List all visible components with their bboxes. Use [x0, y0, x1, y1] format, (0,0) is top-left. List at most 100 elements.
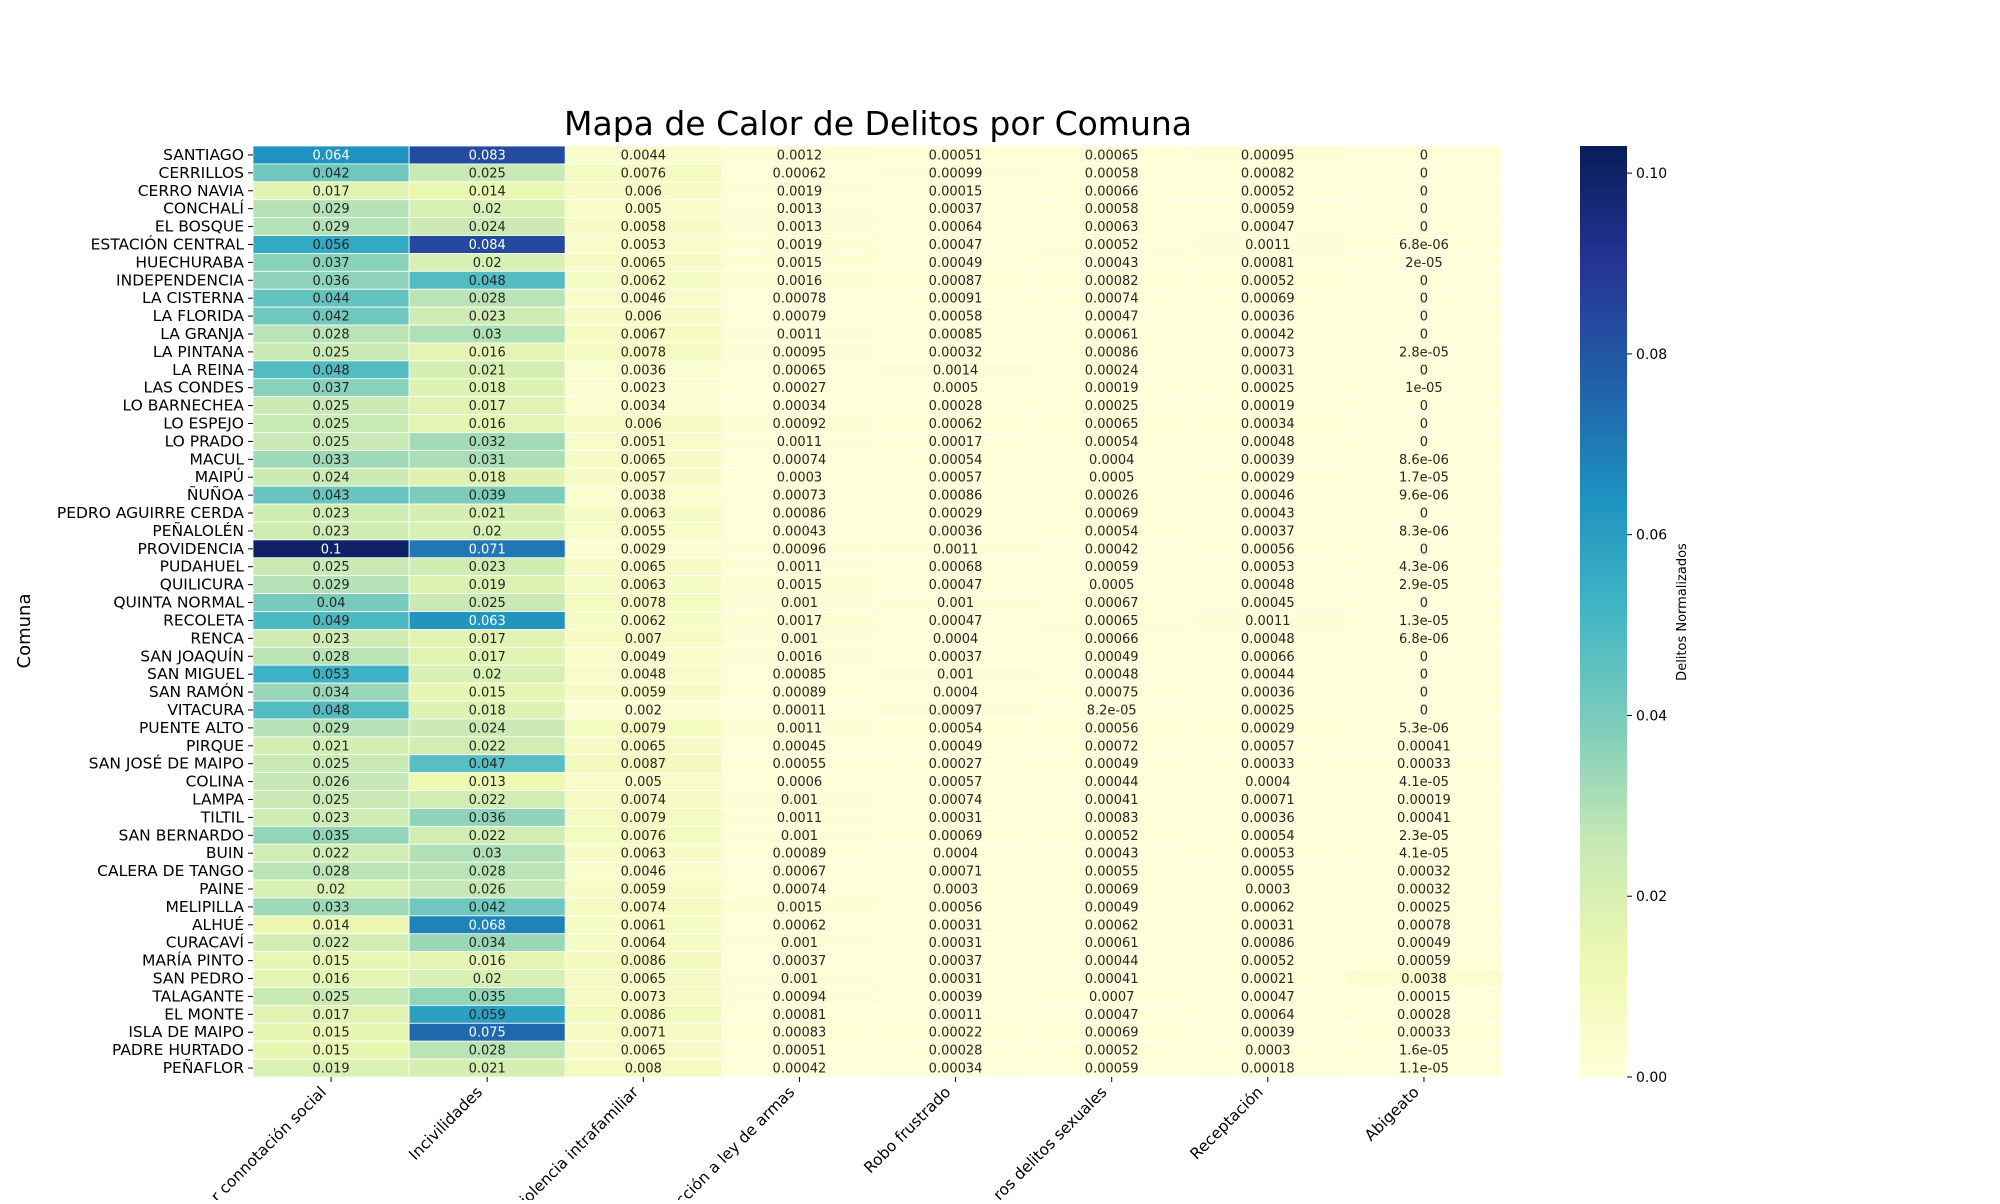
- cell-value-label: 0.023: [312, 507, 349, 522]
- cell-value-label: 0.00052: [1241, 274, 1295, 289]
- cell-value-label: 0.00074: [773, 883, 827, 898]
- cell-value-label: 0.00092: [773, 417, 827, 432]
- row-label: LA PINTANA: [153, 343, 244, 361]
- cell-value-label: 0.001: [937, 596, 974, 611]
- row-label: CONCHALÍ: [163, 199, 244, 218]
- cell-value-label: 0.042: [312, 166, 349, 181]
- cell-value-label: 0.021: [469, 1062, 506, 1077]
- cell-value-label: 0.00057: [929, 775, 983, 790]
- cell-value-label: 0.0038: [1401, 972, 1447, 987]
- cell-value-label: 0.0014: [933, 363, 979, 378]
- row-label: INDEPENDENCIA: [116, 271, 244, 289]
- column-label: cción a ley de armas: [672, 1083, 798, 1200]
- cell-value-label: 0.00044: [1241, 668, 1295, 683]
- cell-value-label: 0.0016: [777, 274, 823, 289]
- cell-value-label: 0.0053: [621, 238, 667, 253]
- cell-value-label: 0.00064: [929, 220, 983, 235]
- cell-value-label: 0.00032: [1397, 865, 1451, 880]
- cell-value-label: 0: [1420, 399, 1428, 414]
- cell-value-label: 0.00039: [1241, 1026, 1295, 1041]
- cell-value-label: 0.00058: [1085, 166, 1139, 181]
- cell-value-label: 0.00058: [929, 310, 983, 325]
- row-label: SANTIAGO: [163, 146, 244, 164]
- cell-value-label: 0.00095: [773, 345, 827, 360]
- cell-value-label: 0.00029: [1241, 471, 1295, 486]
- cell-value-label: 0.0011: [1245, 238, 1291, 253]
- cell-value-label: 0.00059: [1241, 202, 1295, 217]
- cell-value-label: 0: [1420, 435, 1428, 450]
- cell-value-label: 4.3e-06: [1399, 560, 1449, 575]
- cell-value-label: 0: [1420, 327, 1428, 342]
- cell-value-label: 0: [1420, 686, 1428, 701]
- heatmap-cells: [252, 145, 1503, 1078]
- cell-value-label: 0.0011: [777, 721, 823, 736]
- cell-value-label: 0.033: [312, 900, 349, 915]
- cell-value-label: 0.001: [781, 793, 818, 808]
- cell-value-label: 0.0015: [777, 578, 823, 593]
- cell-value-label: 0.02: [473, 256, 502, 271]
- cell-value-label: 0.00036: [1241, 811, 1295, 826]
- cell-value-label: 0.0062: [621, 614, 667, 629]
- row-label: PUENTE ALTO: [139, 719, 244, 737]
- cell-value-label: 0.00027: [929, 757, 983, 772]
- cell-value-label: 0.00025: [1241, 703, 1295, 718]
- row-label: EL BOSQUE: [155, 218, 244, 236]
- cell-value-label: 0.00058: [1085, 202, 1139, 217]
- cell-value-label: 0.00051: [773, 1044, 827, 1059]
- cell-value-label: 0.035: [312, 829, 349, 844]
- cell-value-label: 0.00055: [773, 757, 827, 772]
- cell-value-label: 0.00094: [773, 990, 827, 1005]
- cell-value-label: 0.00049: [929, 256, 983, 271]
- cell-value-label: 0.00075: [1085, 686, 1139, 701]
- cell-value-label: 0.0076: [621, 829, 667, 844]
- cell-value-label: 0.00015: [929, 184, 983, 199]
- cell-value-label: 0: [1420, 166, 1428, 181]
- cell-value-label: 0.083: [469, 148, 506, 163]
- row-label: PAINE: [199, 880, 244, 898]
- cell-value-label: 0.00041: [1397, 739, 1451, 754]
- row-label: MAIPÚ: [195, 467, 244, 486]
- cell-value-label: 0.0011: [777, 435, 823, 450]
- cell-value-label: 0.029: [312, 220, 349, 235]
- cell-value-label: 0.044: [312, 292, 349, 307]
- cell-value-label: 0.015: [312, 1026, 349, 1041]
- cell-value-label: 0.034: [312, 686, 349, 701]
- cell-value-label: 0.023: [312, 524, 349, 539]
- cell-value-label: 0.00037: [929, 954, 983, 969]
- cell-value-label: 0.019: [312, 1062, 349, 1077]
- cell-value-label: 0.00032: [929, 345, 983, 360]
- cell-value-label: 0.0016: [777, 650, 823, 665]
- cell-value-label: 0.02: [473, 202, 502, 217]
- cell-value-label: 6.8e-06: [1399, 632, 1449, 647]
- chart-title: Mapa de Calor de Delitos por Comuna: [564, 104, 1192, 143]
- cell-value-label: 0.025: [312, 435, 349, 450]
- row-label: CURACAVÍ: [166, 933, 245, 952]
- cell-value-label: 0.0074: [621, 793, 667, 808]
- cell-value-label: 0.00085: [773, 668, 827, 683]
- cell-value-label: 0.00025: [1397, 900, 1451, 915]
- cell-value-label: 0.00082: [1241, 166, 1295, 181]
- cell-value-label: 0.1: [321, 542, 342, 557]
- cell-value-label: 0.00059: [1085, 1062, 1139, 1077]
- cell-value-label: 0.00065: [773, 363, 827, 378]
- cell-value-label: 0.00042: [1085, 542, 1139, 557]
- cell-value-label: 0.0004: [1245, 775, 1291, 790]
- column-label: Receptación: [1187, 1083, 1267, 1163]
- cell-value-label: 0.028: [469, 292, 506, 307]
- cell-value-label: 0.0011: [777, 560, 823, 575]
- cell-value-label: 0.00021: [1241, 972, 1295, 987]
- cell-value-label: 8.6e-06: [1399, 453, 1449, 468]
- cell-value-label: 0.00071: [1241, 793, 1295, 808]
- cell-value-label: 0.00041: [1085, 972, 1139, 987]
- cell-value-label: 0.056: [312, 238, 349, 253]
- cell-value-label: 0.00096: [773, 542, 827, 557]
- cell-value-label: 0.00069: [1085, 1026, 1139, 1041]
- cell-value-label: 0.00054: [1241, 829, 1295, 844]
- cell-value-label: 0.029: [312, 578, 349, 593]
- cell-value-label: 0.036: [312, 274, 349, 289]
- cell-value-label: 0.0011: [933, 542, 979, 557]
- cell-value-label: 0.0065: [621, 739, 667, 754]
- cell-value-label: 0.022: [312, 847, 349, 862]
- cell-value-label: 0.021: [469, 363, 506, 378]
- cell-value-label: 0: [1420, 148, 1428, 163]
